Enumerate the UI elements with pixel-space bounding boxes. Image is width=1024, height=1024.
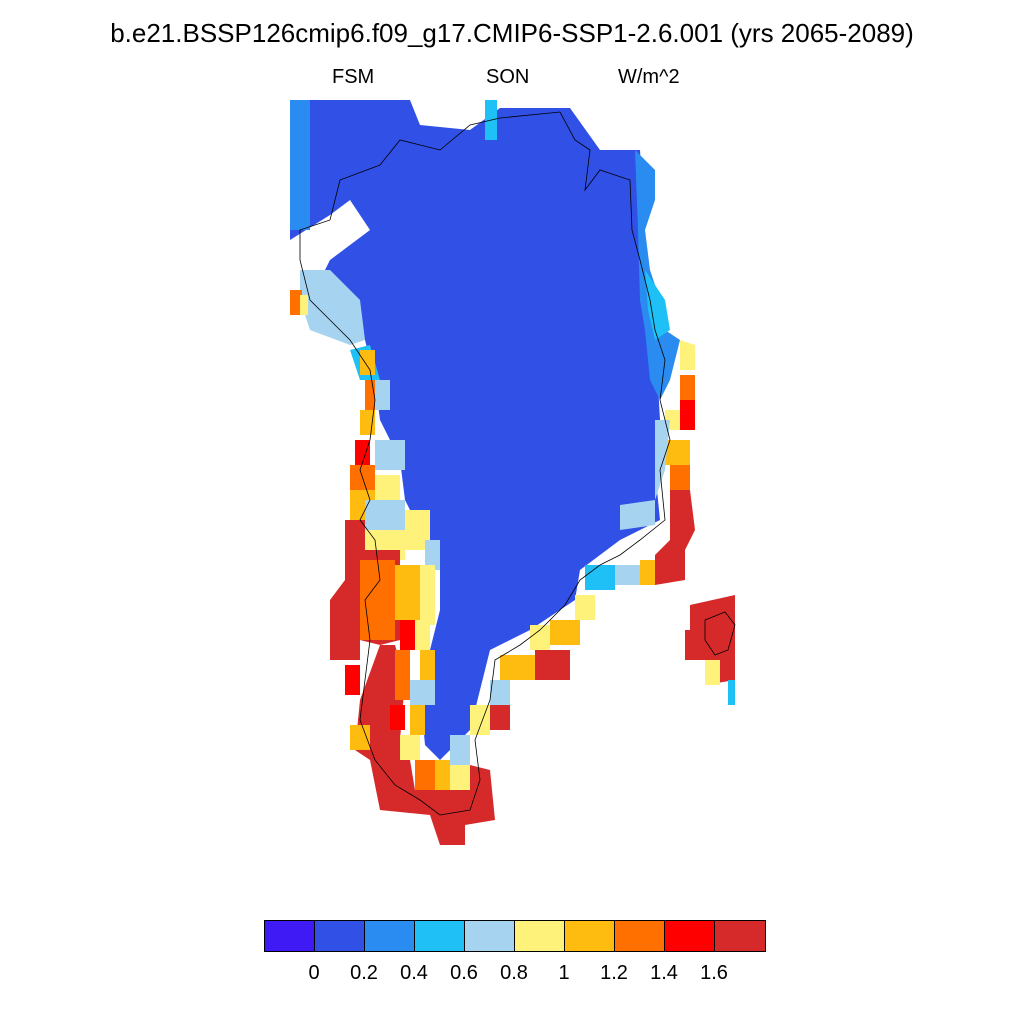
sw-orange	[360, 560, 395, 640]
sw-amber4	[350, 725, 370, 750]
variable-label: FSM	[332, 66, 375, 88]
island-red	[685, 595, 735, 685]
sw-amber2	[420, 650, 435, 680]
se-cyan	[585, 565, 615, 590]
colorbar-tick-label: 1.6	[700, 962, 728, 984]
sw-yellow2	[415, 620, 430, 650]
w-lightblue2	[375, 380, 390, 410]
sw-amber	[395, 565, 420, 620]
se-red2	[535, 650, 570, 680]
se-lightblue2	[490, 680, 510, 705]
se-red3	[490, 705, 510, 730]
w-orange	[290, 290, 302, 315]
colorbar-tick-label: 0.4	[400, 962, 428, 984]
colorbar-tick-label: 0.2	[350, 962, 378, 984]
east-coast-band	[635, 150, 680, 400]
se-yellow2	[530, 625, 550, 650]
sw-red3	[400, 620, 415, 650]
east-coast-yellow	[680, 340, 695, 370]
colorbar-tick-label: 1.2	[600, 962, 628, 984]
nw-strip	[290, 100, 310, 230]
s-lightblue	[450, 735, 470, 765]
se-amber2	[550, 620, 580, 645]
colorbar-swatch	[265, 921, 315, 951]
east-orange2	[670, 465, 690, 490]
se-orange3	[500, 655, 535, 680]
colorbar-swatch	[315, 921, 365, 951]
colorbar-tick-label: 1	[558, 962, 570, 984]
w-amber2	[360, 410, 375, 435]
se-yellow3	[470, 705, 490, 735]
colorbar-swatch	[615, 921, 665, 951]
colorbar-tick-label: 0.6	[450, 962, 478, 984]
sw-amber3	[410, 705, 425, 735]
s-yellow	[450, 765, 470, 790]
units-label: W/m^2	[618, 66, 680, 88]
colorbar-swatch	[365, 921, 415, 951]
sw-yellow3	[400, 735, 420, 760]
east-coast-cyan	[645, 270, 670, 340]
island-cyan	[728, 680, 735, 705]
colorbar-swatch	[465, 921, 515, 951]
se-lightblue	[615, 565, 640, 585]
se-amber	[640, 560, 655, 585]
s-amber	[435, 760, 450, 790]
colorbar-swatch	[515, 921, 565, 951]
colorbar-tick-label: 1.4	[650, 962, 678, 984]
colorbar-swatch	[415, 921, 465, 951]
season-label: SON	[486, 66, 530, 88]
colorbar-swatch	[715, 921, 765, 951]
colorbar-swatch	[665, 921, 715, 951]
sw-yellow	[420, 565, 435, 625]
colorbar-swatch	[565, 921, 615, 951]
island-yellow	[705, 660, 720, 685]
plot-title: b.e21.BSSP126cmip6.f09_g17.CMIP6-SSP1-2.…	[110, 18, 914, 48]
ice-sheet-interior	[290, 100, 660, 760]
se-yellow	[575, 595, 595, 620]
w-amber	[360, 350, 375, 375]
w-red	[355, 440, 370, 465]
w-lightblue3	[375, 440, 405, 470]
w-yellow	[300, 295, 308, 315]
east-orange	[680, 375, 695, 400]
east-lightblue	[620, 420, 670, 530]
coastline	[299, 111, 671, 816]
colorbar-tick-label: 0	[308, 962, 320, 984]
w-lightblue5	[425, 540, 440, 570]
sw-red4	[345, 665, 360, 695]
west-coast-band	[300, 270, 365, 345]
colorbar-tick-label: 0.8	[500, 962, 528, 984]
s-orange	[415, 760, 435, 790]
east-red	[680, 400, 695, 430]
sw-red5	[390, 705, 405, 730]
sw-orange2	[395, 650, 410, 700]
colorbar	[264, 920, 766, 952]
sw-lightblue	[410, 680, 435, 705]
island-coast	[704, 611, 736, 656]
southeast-red	[655, 490, 695, 585]
w-yellow4	[375, 475, 400, 500]
w-red2	[345, 520, 365, 550]
w-lightblue4	[365, 500, 405, 530]
